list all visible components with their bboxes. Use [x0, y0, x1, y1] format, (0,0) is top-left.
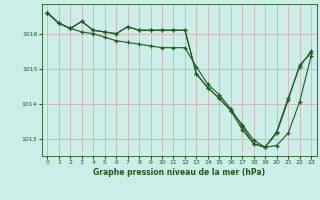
X-axis label: Graphe pression niveau de la mer (hPa): Graphe pression niveau de la mer (hPa): [93, 168, 265, 177]
